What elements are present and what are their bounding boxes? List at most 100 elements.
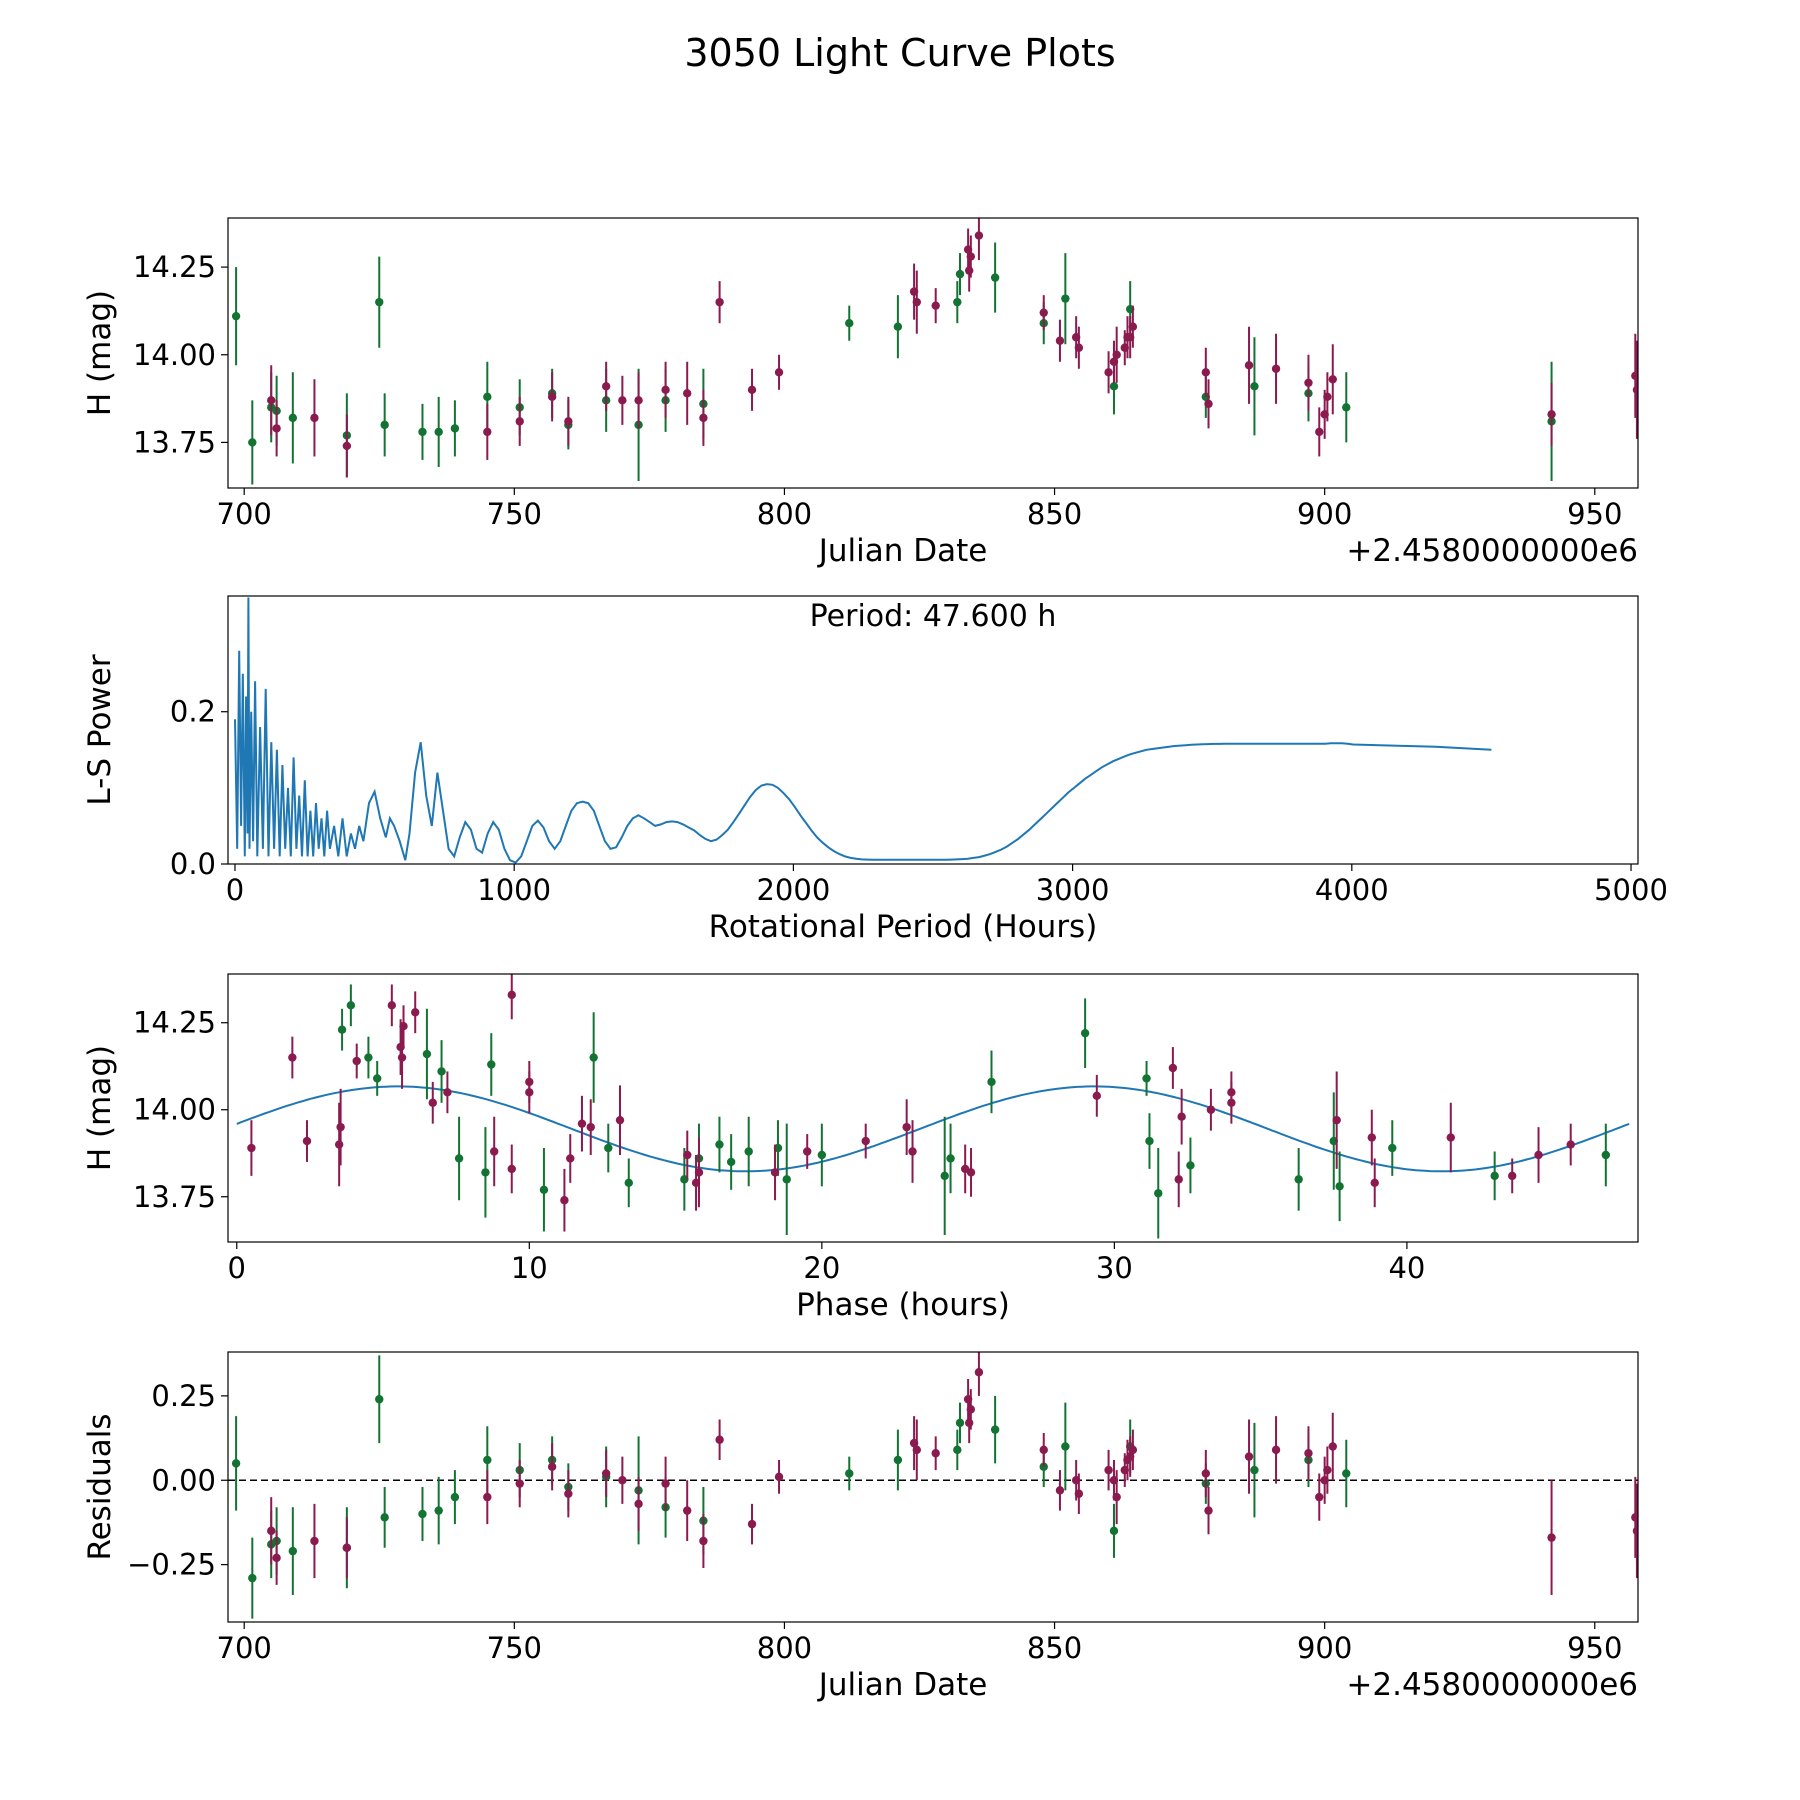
data-point [955,1418,965,1428]
data-point [782,1175,791,1184]
series-g [231,1355,1351,1619]
x-axis-label: Julian Date [817,533,988,569]
y-axis-label: H (mag) [82,1045,118,1171]
data-point [1204,1506,1213,1515]
data-point [1109,1526,1119,1536]
x-axis-label: Phase (hours) [796,1287,1010,1323]
data-point [396,1042,405,1052]
data-point [483,427,492,437]
axes-frame [227,217,1639,489]
data-point [1154,1189,1163,1198]
model-curve [236,1085,1630,1173]
data-point [634,1499,643,1509]
data-point [902,1122,911,1132]
plot-area-periodogram [234,597,1492,864]
data-point [618,396,627,405]
x-tick-label: 900 [1297,1631,1352,1665]
axes-frame [227,595,1639,865]
data-point [964,1418,974,1428]
data-point [1315,1492,1324,1502]
data-point [334,1140,344,1149]
periodogram-line [234,597,1492,864]
data-point [964,266,974,275]
y-tick-label: 14.25 [133,1006,216,1040]
data-point [302,1136,312,1146]
x-tick-label: 3000 [1036,873,1110,907]
data-point [990,273,1000,282]
data-point [966,1168,976,1177]
data-point [1104,1465,1113,1475]
plot-area-lightcurve [231,218,1638,485]
x-offset-label: +2.4580000000e6 [1346,533,1638,569]
data-point [1332,1115,1341,1125]
data-point [940,1171,949,1181]
x-tick-label: 20 [803,1251,840,1285]
data-point [893,322,903,331]
data-point [931,301,940,310]
data-point [699,413,708,423]
panel-residuals: 700 750 800 850 900 950 −0.25 0.00 0.25 Julian Da… [82,1351,1639,1703]
data-point [601,1469,611,1478]
x-tick-label: 700 [217,1631,272,1665]
data-point [487,1060,496,1069]
data-point [434,1506,443,1515]
data-point [1294,1175,1303,1184]
data-point [604,1143,613,1153]
data-point [1367,1133,1376,1142]
data-point [1074,343,1084,352]
data-point [1055,336,1065,345]
data-point [483,1492,492,1502]
y-tick-label: 0.00 [151,1463,216,1497]
data-point [267,1526,276,1536]
data-point [1547,1533,1556,1542]
data-point [422,1049,432,1059]
x-tick-label: 1000 [477,873,551,907]
data-point [1566,1140,1575,1149]
data-point [1342,403,1351,412]
data-point [715,1435,724,1444]
axes-frame [227,973,1639,1243]
x-tick-label: 750 [487,1631,542,1665]
data-point [380,1513,389,1522]
period-annotation: Period: 47.600 h [810,599,1057,634]
x-axis-label: Rotational Period (Hours) [709,909,1098,945]
data-point [1039,308,1048,317]
data-point [387,1001,397,1010]
data-point [1490,1171,1499,1181]
data-point [1304,378,1313,388]
data-point [560,1196,569,1205]
data-point [1244,1452,1254,1461]
data-point [564,417,573,426]
data-point [454,1154,464,1163]
data-point [288,413,298,423]
data-point [288,1546,298,1556]
data-point [770,1168,780,1177]
x-tick-label: 850 [1027,1631,1082,1665]
data-point [577,1119,587,1128]
data-point [845,318,854,328]
x-tick-label: 950 [1567,497,1622,531]
data-point [539,1185,549,1194]
data-point [682,1506,692,1515]
data-point [566,1154,575,1163]
data-point [1323,392,1332,402]
data-point [1128,1445,1138,1455]
x-tick-label: 30 [1096,1251,1133,1285]
data-point [1271,1445,1281,1455]
data-point [1080,1028,1090,1038]
data-point [1304,1449,1313,1458]
data-point [515,1479,524,1488]
data-point [1328,1442,1337,1451]
data-point [726,1157,736,1167]
data-point [1323,1465,1332,1475]
data-point [1271,364,1281,373]
x-tick-label: 0 [226,873,244,907]
data-point [397,1053,407,1062]
data-point [1142,1074,1151,1083]
data-point [481,1168,490,1177]
data-point [1370,1178,1379,1188]
data-point [288,1053,297,1062]
data-point [1174,1175,1183,1184]
data-point [437,1067,446,1076]
data-point [418,427,427,437]
